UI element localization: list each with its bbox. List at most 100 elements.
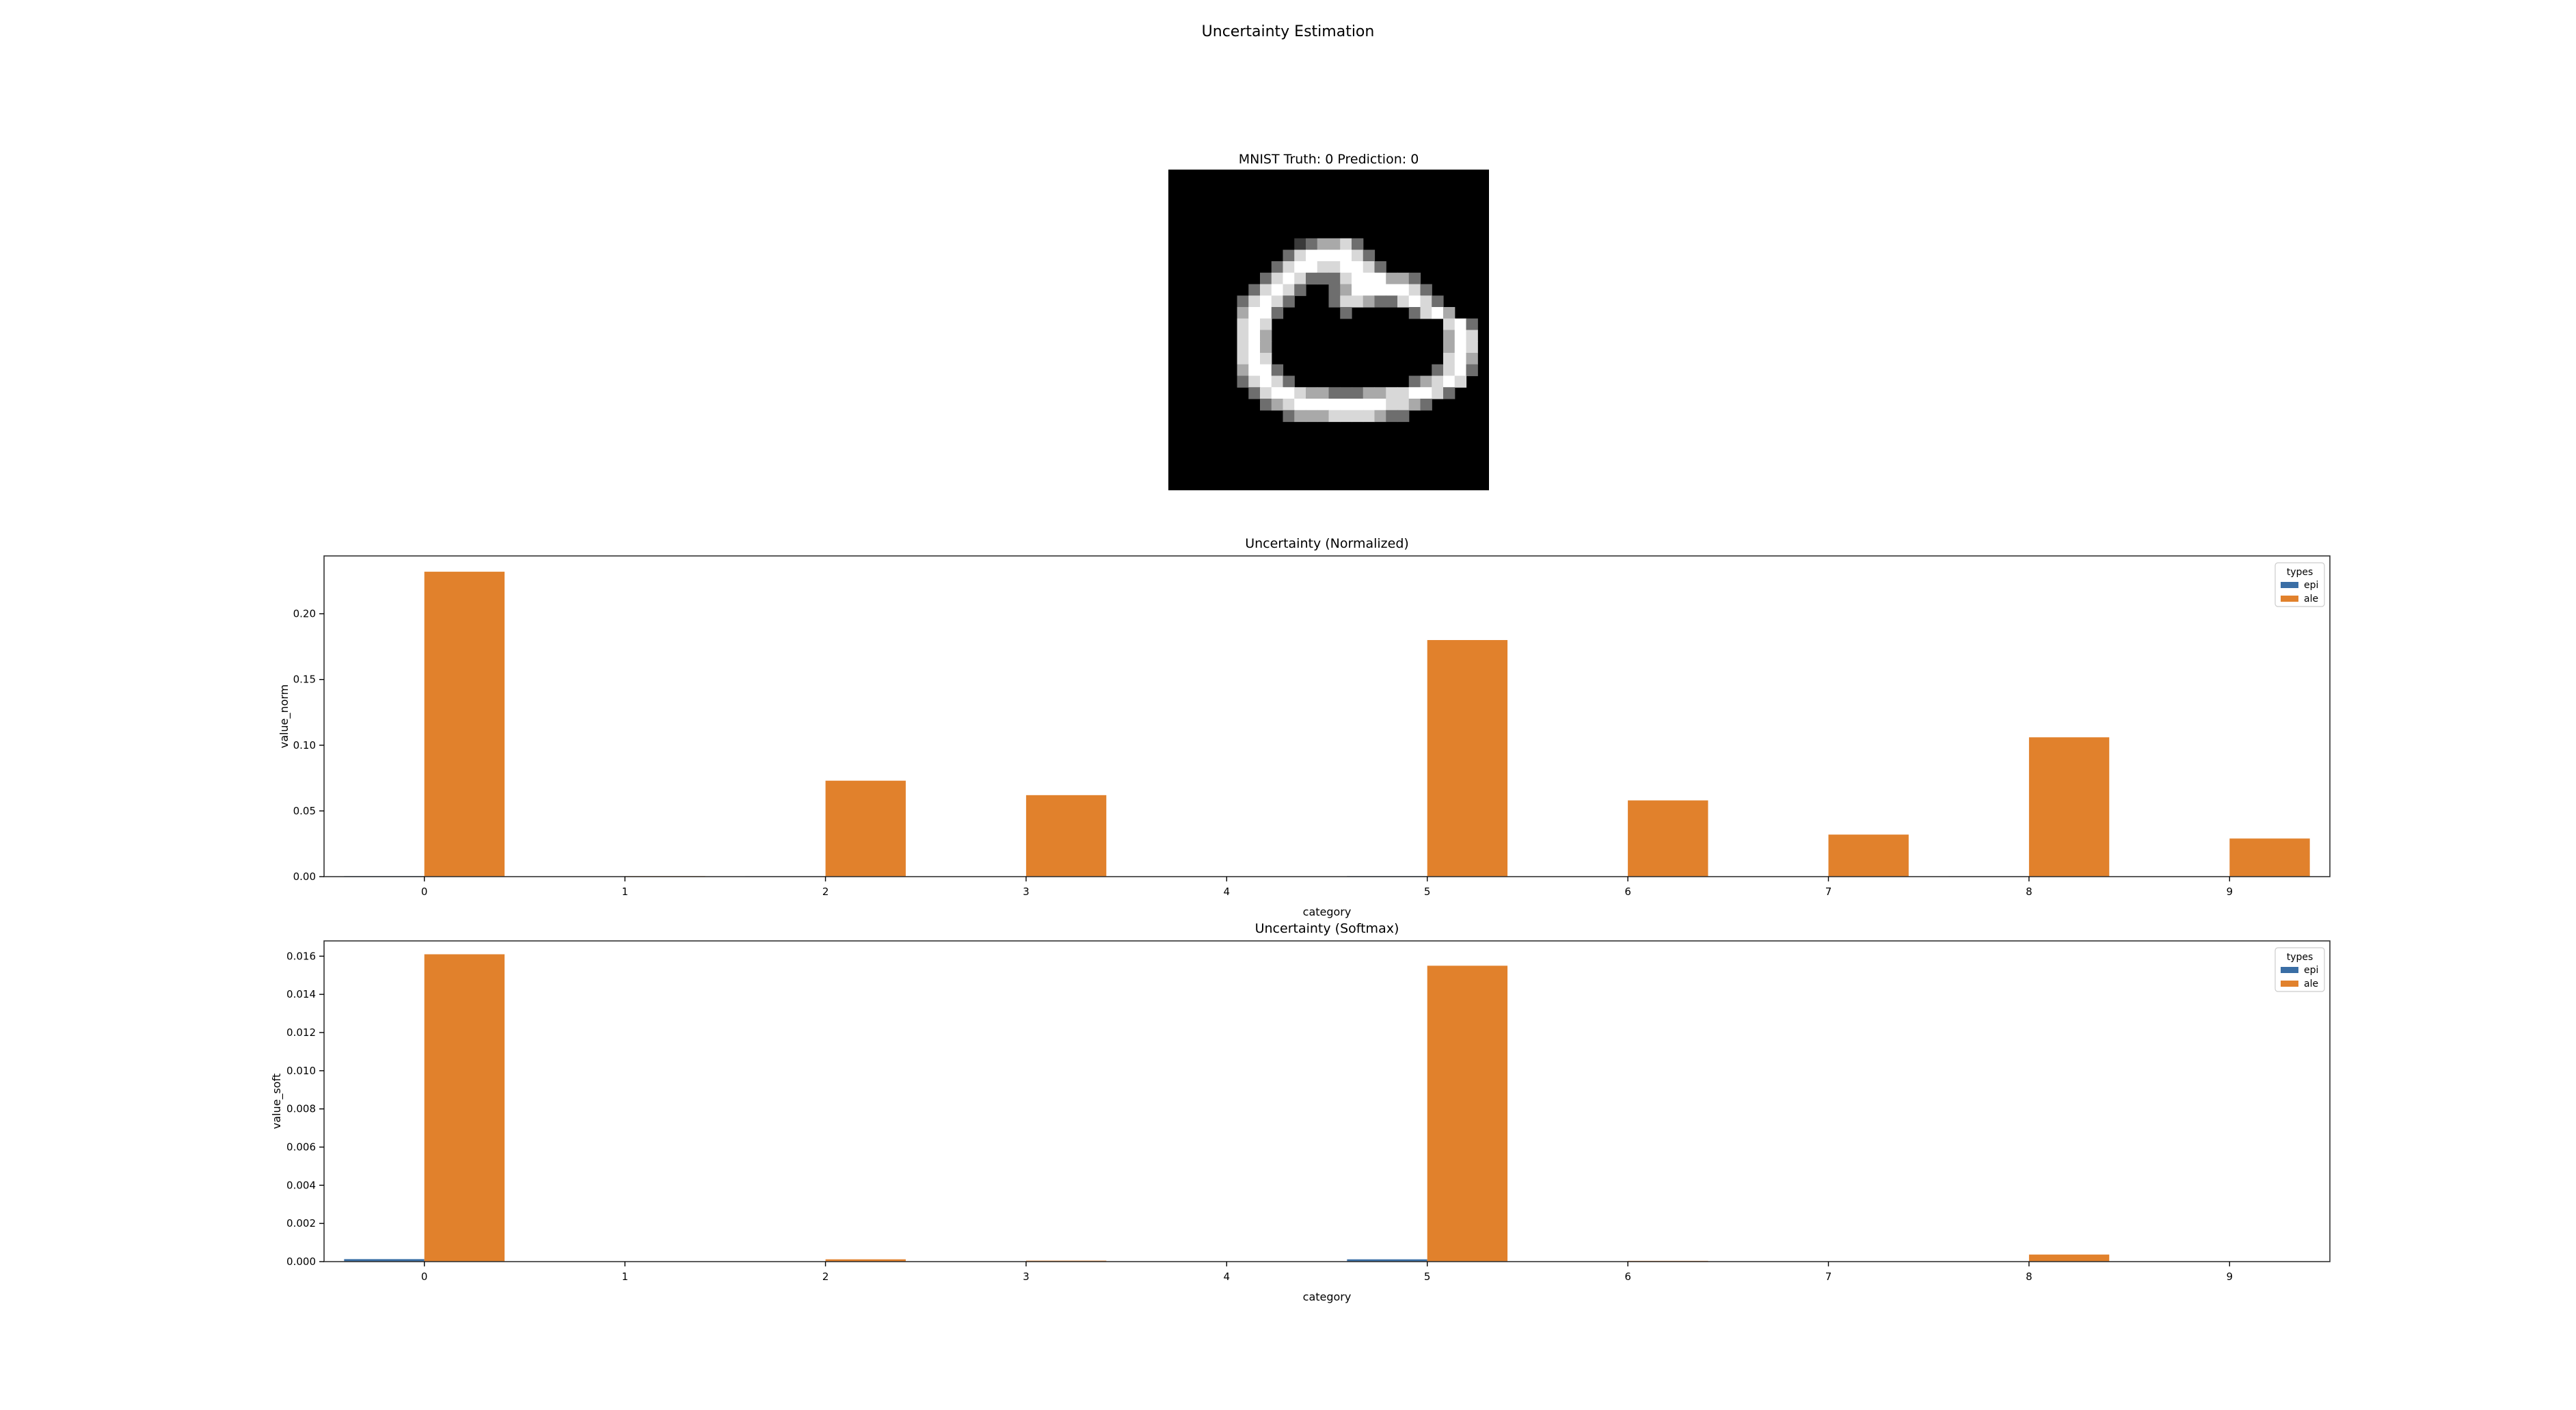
mnist-pixel bbox=[1271, 295, 1284, 308]
mnist-pixel bbox=[1306, 387, 1318, 399]
mnist-pixel bbox=[1454, 318, 1467, 331]
x-tick-label: 3 bbox=[1023, 886, 1030, 898]
mnist-pixel bbox=[1397, 399, 1410, 411]
mnist-pixel bbox=[1294, 261, 1306, 274]
mnist-pixel bbox=[1397, 295, 1410, 308]
x-tick-label: 3 bbox=[1023, 1271, 1030, 1283]
mnist-pixel bbox=[1248, 364, 1261, 377]
mnist-pixel bbox=[1283, 410, 1295, 423]
mnist-pixel bbox=[1408, 307, 1421, 319]
mnist-pixel bbox=[1352, 261, 1364, 274]
mnist-pixel bbox=[1363, 399, 1376, 411]
mnist-pixel bbox=[1271, 375, 1284, 388]
mnist-pixel bbox=[1420, 284, 1432, 296]
mnist-pixel bbox=[1328, 387, 1341, 399]
x-tick-label: 4 bbox=[1224, 1271, 1231, 1283]
mnist-pixel bbox=[1237, 307, 1249, 319]
mnist-pixel bbox=[1443, 307, 1455, 319]
x-axis-label: category bbox=[1303, 1290, 1352, 1303]
mnist-pixel bbox=[1374, 399, 1386, 411]
mnist-pixel bbox=[1283, 284, 1295, 296]
mnist-pixel bbox=[1248, 318, 1261, 331]
mnist-pixel bbox=[1466, 318, 1478, 331]
bar-ale-5 bbox=[1427, 966, 1508, 1262]
mnist-pixel bbox=[1317, 272, 1330, 285]
mnist-pixel bbox=[1408, 284, 1421, 296]
mnist-pixel bbox=[1443, 330, 1455, 342]
mnist-pixel bbox=[1283, 399, 1295, 411]
mnist-pixel bbox=[1260, 387, 1272, 399]
mnist-pixel bbox=[1294, 238, 1306, 250]
legend-label-ale: ale bbox=[2304, 979, 2318, 989]
bar-epi-0 bbox=[344, 1259, 425, 1262]
mnist-pixel bbox=[1260, 353, 1272, 365]
mnist-pixel bbox=[1352, 250, 1364, 262]
chart-normalized: Uncertainty (Normalized) 0 1 2 3 4 5 6 7 8 9 0.00 0.… bbox=[278, 536, 2331, 918]
mnist-pixel bbox=[1363, 250, 1376, 262]
mnist-pixel bbox=[1260, 375, 1272, 388]
legend-label-ale: ale bbox=[2304, 594, 2318, 604]
x-tick-label: 8 bbox=[2026, 1271, 2032, 1283]
bar-ale-0 bbox=[424, 572, 505, 877]
mnist-pixel bbox=[1260, 295, 1272, 308]
mnist-pixel bbox=[1386, 295, 1398, 308]
mnist-pixel bbox=[1374, 284, 1386, 296]
mnist-pixel bbox=[1306, 238, 1318, 250]
mnist-pixel bbox=[1340, 295, 1352, 308]
y-tick-label: 0.15 bbox=[293, 674, 316, 686]
mnist-pixel bbox=[1374, 410, 1386, 423]
y-tick-label: 0.000 bbox=[286, 1255, 316, 1268]
mnist-pixel bbox=[1340, 238, 1352, 250]
mnist-pixel bbox=[1340, 307, 1352, 319]
plot-frame bbox=[323, 940, 2331, 1262]
mnist-pixel bbox=[1443, 387, 1455, 399]
mnist-pixel bbox=[1260, 307, 1272, 319]
mnist-pixel bbox=[1340, 387, 1352, 399]
legend-label-epi: epi bbox=[2304, 580, 2318, 591]
mnist-pixel bbox=[1374, 261, 1386, 274]
mnist-pixel bbox=[1397, 284, 1410, 296]
mnist-pixel bbox=[1408, 295, 1421, 308]
mnist-pixel bbox=[1317, 250, 1330, 262]
mnist-pixel bbox=[1352, 399, 1364, 411]
mnist-pixel bbox=[1271, 364, 1284, 377]
mnist-pixel bbox=[1248, 330, 1261, 342]
mnist-pixel bbox=[1420, 387, 1432, 399]
bar-ale-7 bbox=[1828, 834, 1909, 877]
mnist-pixel bbox=[1454, 341, 1467, 354]
mnist-pixel bbox=[1432, 307, 1444, 319]
legend: types epi ale bbox=[2275, 562, 2325, 607]
mnist-pixel bbox=[1432, 387, 1444, 399]
mnist-pixel bbox=[1443, 364, 1455, 377]
mnist-pixel bbox=[1386, 284, 1398, 296]
mnist-pixel bbox=[1294, 399, 1306, 411]
mnist-pixel bbox=[1294, 387, 1306, 399]
mnist-pixel bbox=[1328, 284, 1341, 296]
mnist-pixel bbox=[1306, 272, 1318, 285]
mnist-pixel bbox=[1328, 295, 1341, 308]
figure-suptitle: Uncertainty Estimation bbox=[1201, 23, 1375, 40]
chart-title: Uncertainty (Softmax) bbox=[1255, 921, 1399, 936]
mnist-pixel bbox=[1328, 272, 1341, 285]
bar-ale-9 bbox=[2229, 838, 2310, 877]
mnist-pixel bbox=[1328, 238, 1341, 250]
mnist-pixel bbox=[1317, 261, 1330, 274]
mnist-pixel bbox=[1317, 238, 1330, 250]
mnist-pixel bbox=[1408, 399, 1421, 411]
mnist-pixel bbox=[1420, 375, 1432, 388]
mnist-pixel bbox=[1260, 341, 1272, 354]
mnist-pixel bbox=[1317, 399, 1330, 411]
mnist-pixel bbox=[1432, 295, 1444, 308]
mnist-pixel bbox=[1420, 399, 1432, 411]
x-tick-label: 4 bbox=[1224, 886, 1231, 898]
mnist-pixel bbox=[1271, 399, 1284, 411]
mnist-pixel bbox=[1260, 284, 1272, 296]
x-tick-label: 1 bbox=[621, 1271, 628, 1283]
mnist-pixel bbox=[1283, 295, 1295, 308]
mnist-pixel bbox=[1374, 387, 1386, 399]
mnist-pixel bbox=[1248, 284, 1261, 296]
mnist-pixel bbox=[1306, 410, 1318, 423]
mnist-pixel bbox=[1352, 284, 1364, 296]
mnist-pixel bbox=[1271, 272, 1284, 285]
mnist-pixel bbox=[1328, 261, 1341, 274]
